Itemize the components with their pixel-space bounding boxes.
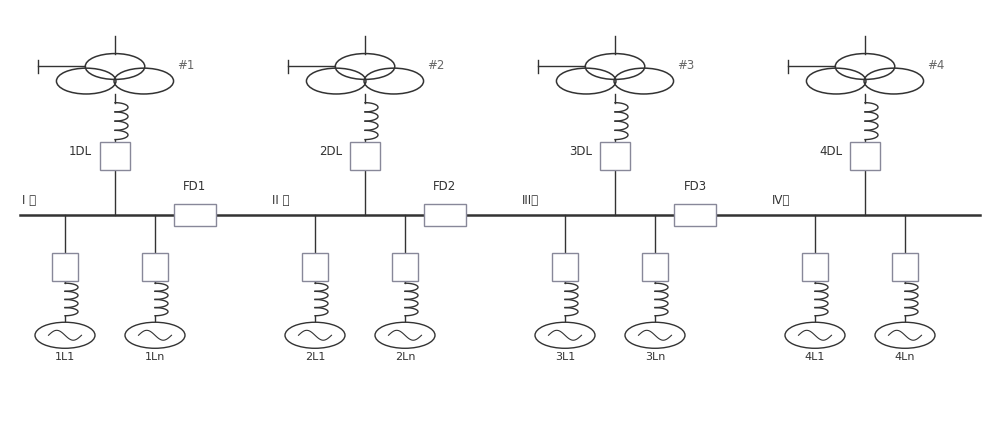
Text: 2DL: 2DL bbox=[319, 145, 342, 158]
Text: 2L1: 2L1 bbox=[305, 352, 325, 362]
Text: 4DL: 4DL bbox=[819, 145, 842, 158]
Text: #4: #4 bbox=[927, 59, 945, 72]
Text: FD2: FD2 bbox=[433, 180, 457, 193]
Bar bbox=[802, 253, 828, 281]
Bar bbox=[392, 253, 418, 281]
Bar bbox=[642, 253, 668, 281]
Bar bbox=[552, 253, 578, 281]
Text: FD1: FD1 bbox=[183, 180, 207, 193]
Text: FD3: FD3 bbox=[683, 180, 707, 193]
Text: 1DL: 1DL bbox=[69, 145, 92, 158]
Text: 4Ln: 4Ln bbox=[895, 352, 915, 362]
Text: III母: III母 bbox=[522, 194, 539, 207]
Bar bbox=[52, 253, 78, 281]
Text: I 母: I 母 bbox=[22, 194, 36, 207]
Bar bbox=[302, 253, 328, 281]
Bar bbox=[174, 204, 216, 226]
Bar bbox=[100, 142, 130, 170]
Bar bbox=[350, 142, 380, 170]
Bar bbox=[424, 204, 466, 226]
Bar bbox=[892, 253, 918, 281]
Text: IV母: IV母 bbox=[772, 194, 790, 207]
Text: 2Ln: 2Ln bbox=[395, 352, 415, 362]
Text: II 母: II 母 bbox=[272, 194, 290, 207]
Text: 3DL: 3DL bbox=[569, 145, 592, 158]
Text: #2: #2 bbox=[427, 59, 445, 72]
Text: 3L1: 3L1 bbox=[555, 352, 575, 362]
Text: 1L1: 1L1 bbox=[55, 352, 75, 362]
Bar bbox=[850, 142, 880, 170]
Text: #3: #3 bbox=[677, 59, 695, 72]
Text: 4L1: 4L1 bbox=[805, 352, 825, 362]
Text: #1: #1 bbox=[177, 59, 195, 72]
Text: 1Ln: 1Ln bbox=[145, 352, 165, 362]
Bar bbox=[600, 142, 630, 170]
Bar bbox=[674, 204, 716, 226]
Text: 3Ln: 3Ln bbox=[645, 352, 665, 362]
Bar bbox=[142, 253, 168, 281]
